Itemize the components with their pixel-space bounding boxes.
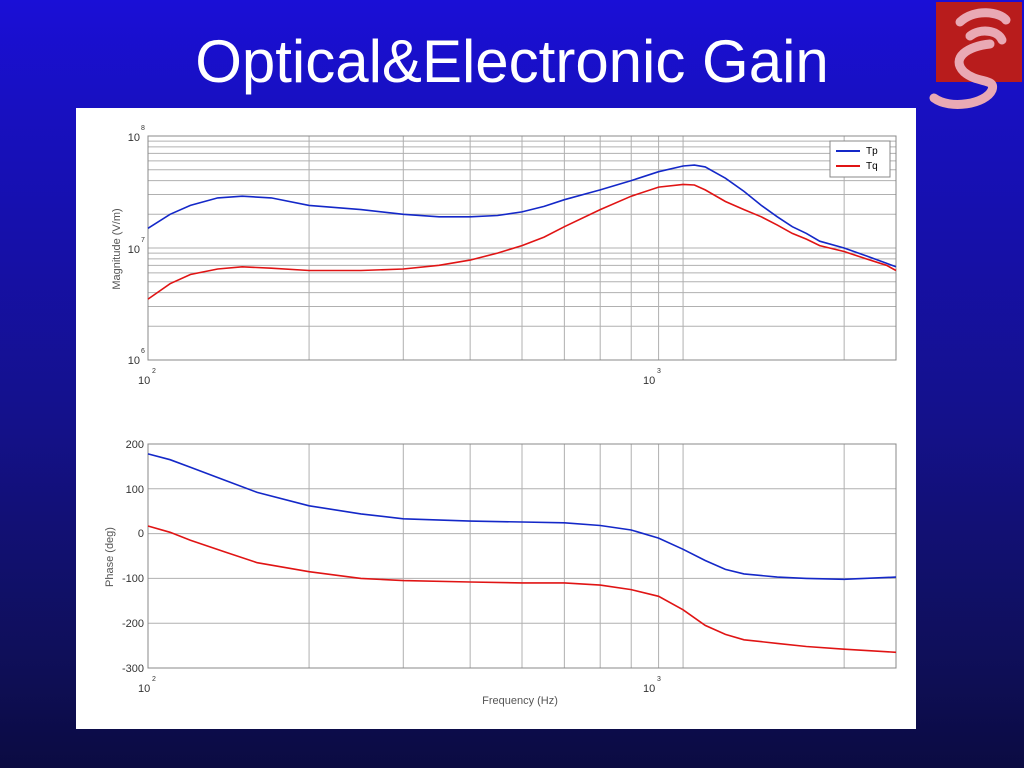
phase-series-tq-line [147, 525, 897, 654]
mag-x-tick-label: 10 [138, 375, 150, 387]
legend-box [829, 140, 891, 178]
magnitude-y-axis-label: Magnitude (V/m) [111, 208, 123, 289]
phase-y-tick-label: -100 [122, 573, 144, 585]
phase-x-tick-label: 10 [138, 683, 150, 695]
phase-y-tick-label: 100 [126, 484, 144, 496]
mag-y-tick-label: 10 [128, 244, 140, 256]
xi-letter-logo-icon [929, 2, 1022, 109]
mag-y-tick-exponent: 6 [141, 348, 145, 355]
mag-x-tick-exponent: 2 [152, 368, 156, 375]
phase-y-axis-label: Phase (deg) [104, 527, 116, 587]
phase-plot-frame [147, 443, 897, 669]
magnitude-grid [147, 135, 897, 361]
frequency-x-axis-label: Frequency (Hz) [482, 695, 558, 707]
magnitude-series-tq-line [147, 183, 897, 300]
phase-y-tick-label: 0 [138, 528, 144, 540]
phase-series-tp-line [147, 453, 897, 581]
phase-grid [147, 443, 897, 669]
slide-title: Optical&Electronic Gain [195, 28, 829, 95]
bode-plot: 10 8 10 7 10 6 10 2 10 3 Magnitude (V/m)… [104, 125, 897, 707]
phase-y-tick-label: -200 [122, 618, 144, 630]
legend-label-tp: Tp [866, 146, 878, 157]
magnitude-plot-frame [147, 135, 897, 361]
phase-x-tick-exponent: 3 [657, 676, 661, 683]
phase-x-tick-exponent: 2 [152, 676, 156, 683]
mag-x-tick-exponent: 3 [657, 368, 661, 375]
mag-y-tick-exponent: 7 [141, 237, 145, 244]
mag-y-tick-label: 10 [128, 132, 140, 144]
magnitude-series-tp-line [147, 164, 897, 268]
mag-y-tick-label: 10 [128, 355, 140, 367]
phase-y-tick-label: 200 [126, 439, 144, 451]
legend: Tp Tq [829, 140, 891, 178]
legend-label-tq: Tq [866, 161, 878, 172]
chart-panel: 10 8 10 7 10 6 10 2 10 3 Magnitude (V/m)… [76, 108, 916, 729]
logo-glyph [929, 8, 1011, 109]
phase-x-tick-label: 10 [643, 683, 655, 695]
mag-x-tick-label: 10 [643, 375, 655, 387]
phase-y-tick-label: -300 [122, 663, 144, 675]
mag-y-tick-exponent: 8 [141, 125, 145, 132]
